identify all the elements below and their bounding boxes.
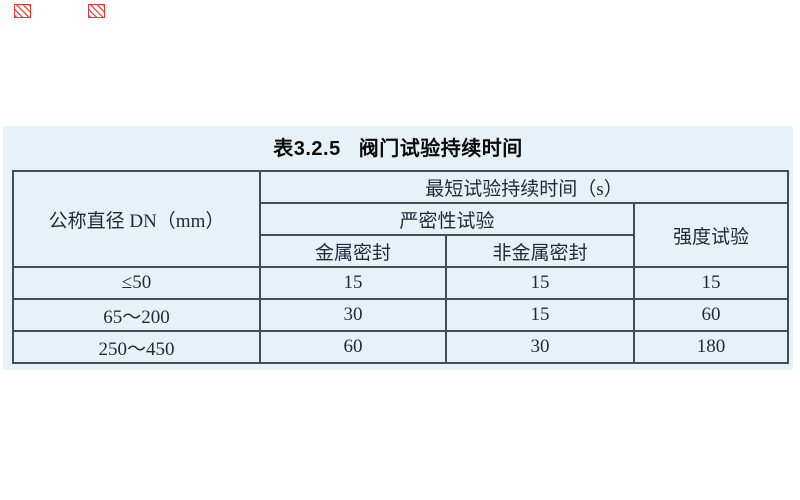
table-header-row-1: 公称直径 DN（mm） 最短试验持续时间（s） — [12, 170, 789, 268]
cell-strength-value: 15 — [633, 266, 789, 300]
header-metal-seal: 金属密封 — [259, 234, 447, 268]
cell-strength-value: 60 — [633, 298, 789, 332]
table-row: ≤50 15 15 15 — [12, 266, 789, 300]
cell-nonmetal-seal-value: 30 — [445, 330, 635, 364]
header-strength-test: 强度试验 — [633, 202, 789, 268]
valve-test-duration-table: 公称直径 DN（mm） 最短试验持续时间（s） 严密性试验 强度试验 金属密封 … — [12, 170, 789, 364]
header-tightness-test: 严密性试验 — [259, 202, 635, 236]
broken-image-icon — [88, 4, 105, 18]
header-diameter: 公称直径 DN（mm） — [12, 170, 261, 268]
cell-nonmetal-seal-value: 15 — [445, 298, 635, 332]
header-nonmetal-seal: 非金属密封 — [445, 234, 635, 268]
broken-image-icon — [14, 4, 31, 18]
cell-dn-range: 65～200 — [12, 298, 261, 332]
table-caption-title: 阀门试验持续时间 — [358, 138, 523, 160]
cell-metal-seal-value: 60 — [259, 330, 447, 364]
table-caption-number: 表3.2.5 — [273, 138, 341, 160]
cell-metal-seal-value: 15 — [259, 266, 447, 300]
table-header-row-3: 金属密封 非金属密封 — [13, 234, 788, 268]
cell-dn-range: ≤50 — [12, 266, 261, 300]
header-min-duration: 最短试验持续时间（s） — [259, 170, 789, 204]
cell-dn-range: 250～450 — [12, 330, 261, 364]
table-row: 65～200 30 15 60 — [12, 298, 789, 332]
table-header-row-2: 严密性试验 强度试验 — [13, 202, 789, 268]
content-panel: 表3.2.5 阀门试验持续时间 公称直径 DN（mm） 最短试验持续时间（s） 严… — [3, 126, 793, 370]
table-row: 250～450 60 30 180 — [12, 330, 789, 364]
cell-strength-value: 180 — [633, 330, 789, 364]
cell-nonmetal-seal-value: 15 — [445, 266, 635, 300]
cell-metal-seal-value: 30 — [259, 298, 447, 332]
table-caption: 表3.2.5 阀门试验持续时间 — [3, 132, 793, 161]
